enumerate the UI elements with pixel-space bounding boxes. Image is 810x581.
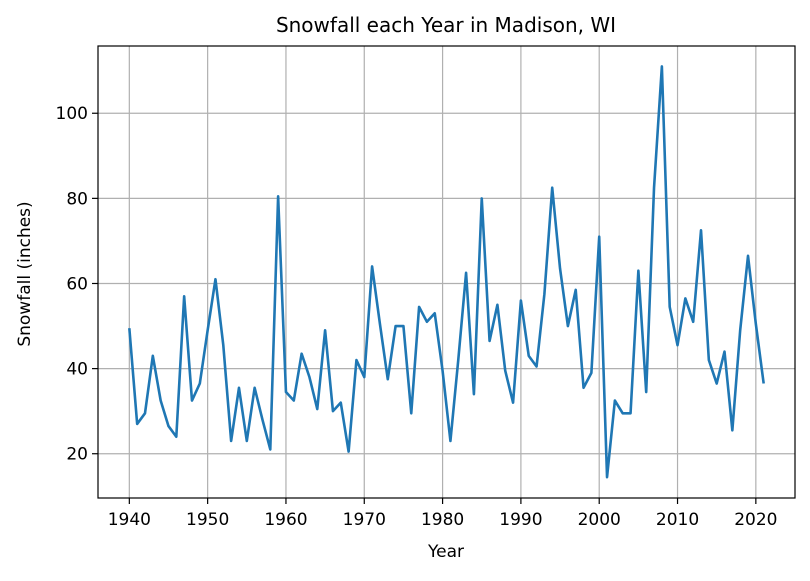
x-tick-label: 1970 [343, 510, 386, 530]
x-tick-label: 2010 [656, 510, 699, 530]
y-tick-label: 60 [66, 274, 88, 294]
x-tick-label: 1980 [421, 510, 464, 530]
x-axis-ticks: 1940 1950 1960 1970 1980 1990 2000 2010 2020 [108, 498, 777, 530]
x-tick-label: 1940 [108, 510, 151, 530]
y-axis-ticks: 20 40 60 80 100 [56, 104, 98, 465]
x-tick-label: 1990 [499, 510, 542, 530]
x-tick-label: 1960 [264, 510, 307, 530]
x-axis-label: Year [427, 542, 464, 562]
gridlines [98, 46, 795, 498]
y-tick-label: 40 [66, 360, 88, 380]
x-tick-label: 2020 [734, 510, 777, 530]
series-layer [128, 65, 765, 479]
y-axis-label: Snowfall (inches) [15, 201, 35, 346]
y-tick-label: 80 [66, 189, 88, 209]
snowfall-series-line [128, 65, 765, 479]
x-tick-label: 1950 [186, 510, 229, 530]
x-tick-label: 2000 [578, 510, 621, 530]
y-tick-label: 100 [56, 104, 88, 124]
y-tick-label: 20 [66, 445, 88, 465]
chart-title: Snowfall each Year in Madison, WI [276, 13, 616, 37]
plot-frame [97, 45, 796, 499]
